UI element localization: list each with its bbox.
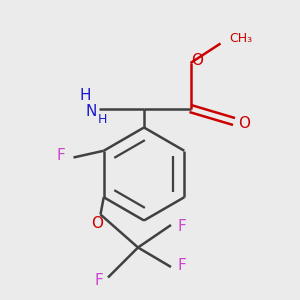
Text: N: N <box>86 104 97 119</box>
Text: F: F <box>177 219 186 234</box>
Text: O: O <box>191 53 203 68</box>
Text: H: H <box>97 112 107 126</box>
Text: F: F <box>56 148 65 164</box>
Text: O: O <box>238 116 250 130</box>
Text: F: F <box>177 258 186 273</box>
Text: F: F <box>94 273 103 288</box>
Text: CH₃: CH₃ <box>230 32 253 46</box>
Text: O: O <box>92 216 104 231</box>
Text: H: H <box>80 88 91 103</box>
